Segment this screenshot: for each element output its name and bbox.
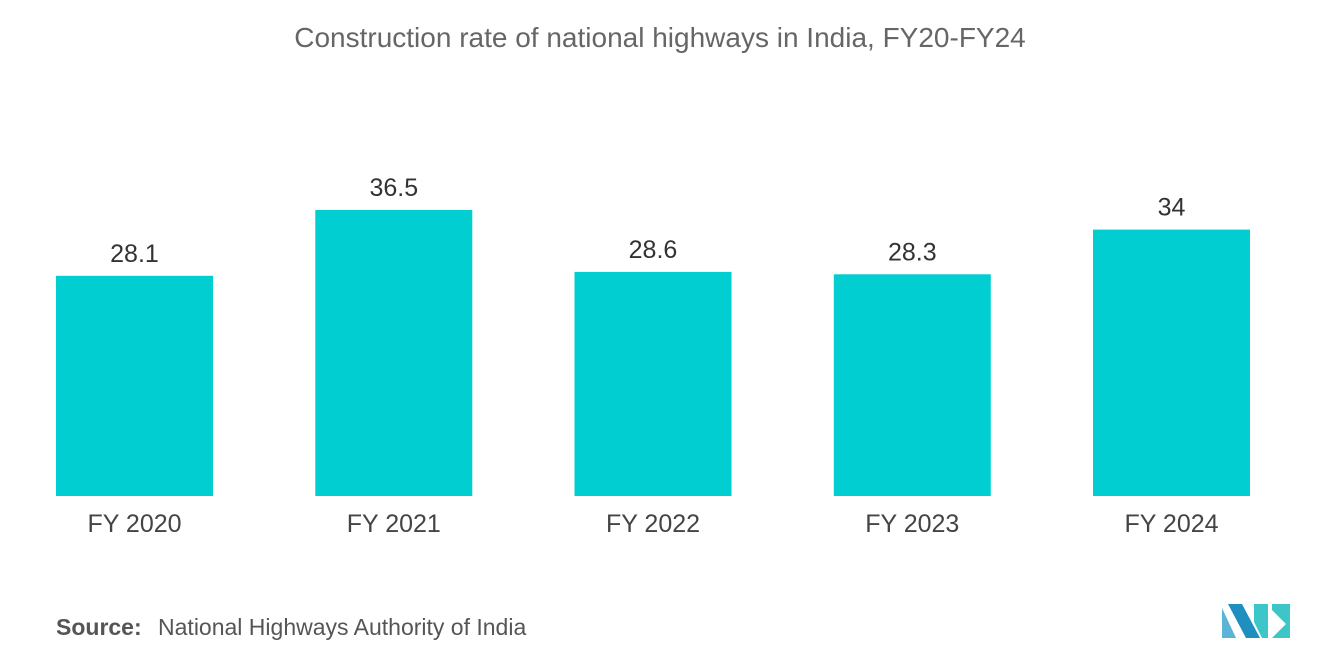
source-text: National Highways Authority of India [158, 614, 527, 640]
bar-2 [315, 210, 473, 496]
bar-1 [56, 275, 213, 496]
value-label-5: 34 [1158, 194, 1186, 222]
bar-4 [833, 274, 991, 496]
logo-shape-left [1222, 608, 1236, 638]
value-label-4: 28.3 [888, 238, 937, 266]
logo-shape-right-b [1272, 604, 1290, 638]
category-label-5: FY 2024 [1124, 510, 1218, 538]
source-note: Source: National Highways Authority of I… [56, 614, 526, 641]
value-label-3: 28.6 [629, 236, 678, 264]
logo-shape-right-a [1254, 604, 1268, 638]
value-label-1: 28.1 [110, 240, 159, 268]
bar-3 [574, 271, 732, 496]
category-label-3: FY 2022 [606, 510, 700, 538]
bar-5 [1093, 229, 1250, 496]
category-labels-layer: FY 2020 FY 2021 FY 2022 FY 2023 FY 2024 [87, 510, 1218, 538]
source-label: Source: [56, 614, 142, 640]
category-label-2: FY 2021 [347, 510, 441, 538]
chart-title: Construction rate of national highways i… [294, 22, 1026, 53]
bars-layer [56, 210, 1250, 496]
value-labels-layer: 28.1 36.5 28.6 28.3 34 [110, 174, 1185, 268]
value-label-2: 36.5 [369, 174, 418, 202]
category-label-4: FY 2023 [865, 510, 959, 538]
mordor-intelligence-logo-icon [1222, 604, 1290, 638]
logo-shape-mid [1228, 604, 1260, 638]
category-label-1: FY 2020 [87, 510, 181, 538]
